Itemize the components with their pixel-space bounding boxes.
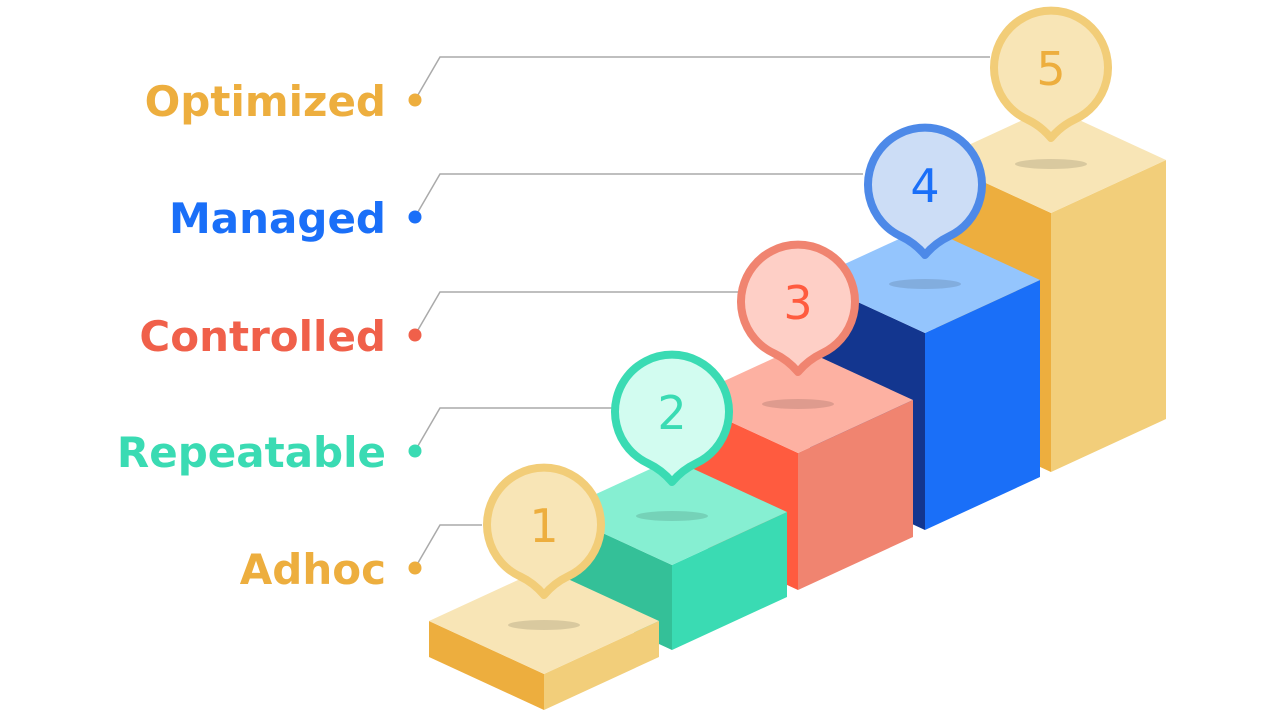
level-label-optimized: Optimized [145, 77, 386, 126]
level-label-managed: Managed [169, 194, 386, 243]
pin-number: 1 [529, 499, 558, 553]
level-labels: Adhoc Repeatable Controlled Managed Optimize… [117, 77, 386, 594]
pin-marker-shape [864, 123, 986, 259]
level-label-controlled: Controlled [139, 312, 386, 361]
block-right-face [1051, 160, 1166, 472]
block-top-face [683, 347, 913, 453]
block-top-face [557, 459, 787, 565]
pin-number: 4 [910, 159, 939, 213]
connector-dot [408, 561, 422, 575]
pin-shadow [1015, 159, 1087, 169]
pin-marker-shape [737, 240, 859, 376]
step-block-1 [429, 568, 659, 710]
pin-shadow [636, 511, 708, 521]
step-blocks [429, 107, 1166, 710]
block-left-face [429, 621, 544, 710]
connector-dot [408, 210, 422, 224]
block-right-face [798, 400, 913, 590]
number-pin-4: 4 [864, 123, 986, 259]
number-pin-3: 3 [737, 240, 859, 376]
number-pin-2: 2 [611, 350, 733, 486]
connector-dot [408, 328, 422, 342]
connector-line [414, 56, 990, 101]
pin-number: 5 [1036, 42, 1065, 96]
step-block-2 [557, 459, 787, 650]
number-pin-5: 5 [990, 6, 1112, 142]
block-top-face [429, 568, 659, 674]
connector-dot [408, 93, 422, 107]
pin-shadow [508, 620, 580, 630]
pin-number: 3 [783, 276, 812, 330]
block-right-face [672, 512, 787, 650]
level-label-repeatable: Repeatable [117, 428, 386, 477]
pin-marker-shape [611, 350, 733, 486]
pin-marker-shape [483, 463, 605, 599]
number-pin-1: 1 [483, 463, 605, 599]
pin-marker-shape [990, 6, 1112, 142]
connector-dot [408, 444, 422, 458]
connector-line [414, 407, 612, 452]
block-right-face [925, 280, 1040, 530]
block-right-face [544, 621, 659, 710]
block-top-face [810, 227, 1040, 333]
pin-shadow [889, 279, 961, 289]
connector-line [414, 524, 482, 569]
level-label-adhoc: Adhoc [240, 545, 386, 594]
block-top-face [936, 107, 1166, 213]
number-pins: 1 2 3 4 5 [483, 6, 1112, 599]
pin-shadow [762, 399, 834, 409]
connector-lines [408, 56, 990, 575]
connector-line [414, 291, 738, 336]
pin-number: 2 [657, 386, 686, 440]
connector-line [414, 173, 863, 218]
